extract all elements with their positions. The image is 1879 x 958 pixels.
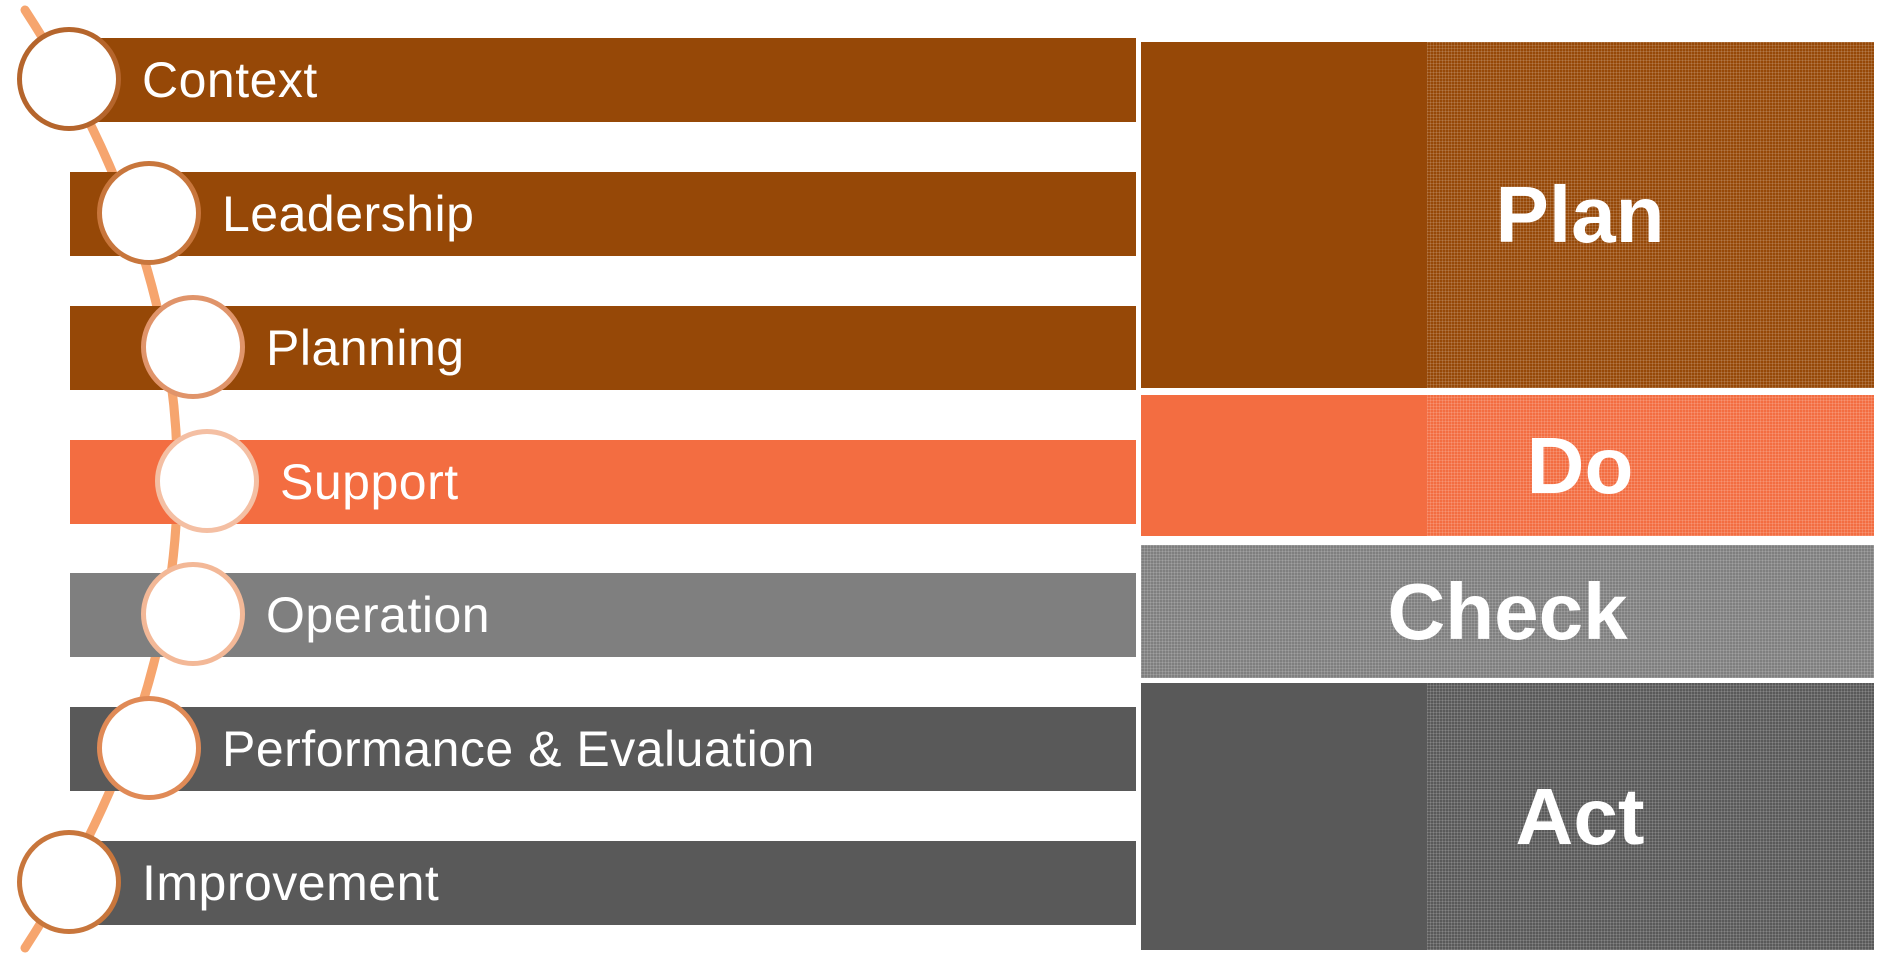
step-label-planning: Planning bbox=[266, 320, 465, 376]
phase-label-check: Check bbox=[1387, 566, 1628, 656]
step-circle-context bbox=[17, 27, 121, 131]
phase-act-notch-2 bbox=[1141, 841, 1427, 925]
step-circle-support bbox=[155, 429, 259, 533]
step-label-improvement: Improvement bbox=[142, 855, 440, 911]
phase-plan: Plan bbox=[1141, 42, 1874, 388]
phase-label-plan: Plan bbox=[1495, 170, 1665, 259]
phase-do-notch bbox=[1141, 440, 1427, 524]
phase-label-act: Act bbox=[1515, 771, 1645, 861]
step-label-support: Support bbox=[280, 454, 459, 510]
phase-plan-notch-2 bbox=[1141, 172, 1427, 256]
phase-plan-notch-3 bbox=[1141, 304, 1427, 388]
phase-check: Check bbox=[1141, 545, 1874, 678]
phase-check-texture bbox=[1141, 545, 1874, 678]
step-bar-performance-evaluation: Performance & Evaluation bbox=[70, 707, 1136, 791]
phase-act: Act bbox=[1141, 683, 1874, 950]
step-circle-planning bbox=[141, 295, 245, 399]
step-label-context: Context bbox=[142, 52, 318, 108]
phase-do-texture bbox=[1427, 395, 1874, 536]
phase-plan-notch-1 bbox=[1141, 42, 1427, 126]
phase-plan-texture bbox=[1427, 42, 1874, 388]
step-bar-improvement: Improvement bbox=[70, 841, 1136, 925]
phase-label-do: Do bbox=[1526, 420, 1634, 510]
step-circle-operation bbox=[141, 562, 245, 666]
step-label-leadership: Leadership bbox=[222, 186, 475, 242]
step-circle-leadership bbox=[97, 161, 201, 265]
step-label-performance-evaluation: Performance & Evaluation bbox=[222, 721, 815, 777]
step-bar-leadership: Leadership bbox=[70, 172, 1136, 256]
step-bar-planning: Planning bbox=[70, 306, 1136, 390]
step-bar-operation: Operation bbox=[70, 573, 1136, 657]
step-circle-improvement bbox=[17, 830, 121, 934]
phase-act-texture bbox=[1427, 683, 1874, 950]
phase-act-notch-1 bbox=[1141, 707, 1427, 791]
phase-do: Do bbox=[1141, 395, 1874, 536]
step-circle-performance-evaluation bbox=[97, 696, 201, 800]
step-bar-context: Context bbox=[70, 38, 1136, 122]
step-label-operation: Operation bbox=[266, 587, 491, 643]
